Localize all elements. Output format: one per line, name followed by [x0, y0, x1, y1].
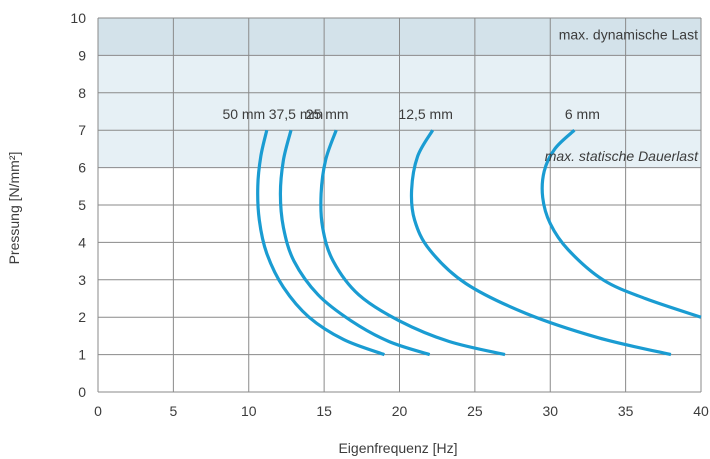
x-tick-label: 30 — [542, 403, 558, 419]
x-tick-label: 5 — [169, 403, 177, 419]
y-tick-label: 10 — [70, 10, 86, 26]
y-tick-label: 5 — [78, 197, 86, 213]
y-tick-label: 8 — [78, 85, 86, 101]
series-curve — [319, 129, 506, 357]
x-tick-label: 35 — [618, 403, 634, 419]
series-label: 6 mm — [565, 106, 600, 122]
x-tick-label: 20 — [392, 403, 408, 419]
x-tick-label: 40 — [693, 403, 709, 419]
y-tick-label: 2 — [78, 309, 86, 325]
x-tick-label: 0 — [94, 403, 102, 419]
series-label: 25 mm — [306, 106, 349, 122]
x-axis-label: Eigenfrequenz [Hz] — [338, 440, 457, 456]
x-tick-label: 10 — [241, 403, 257, 419]
series-curve — [409, 129, 672, 357]
y-axis-label: Pressung [N/mm²] — [6, 152, 22, 265]
y-tick-label: 7 — [78, 122, 86, 138]
series-label: 37,5 mm — [269, 106, 323, 122]
zone-label-dynamic: max. dynamische Last — [559, 27, 698, 43]
y-tick-label: 1 — [78, 347, 86, 363]
series-curve — [278, 129, 431, 357]
zone-label-static: max. statische Dauerlast — [545, 148, 699, 164]
series-label: 50 mm — [222, 106, 265, 122]
x-tick-label: 15 — [316, 403, 332, 419]
y-tick-label: 4 — [78, 234, 86, 250]
x-tick-label: 25 — [467, 403, 483, 419]
y-tick-label: 9 — [78, 47, 86, 63]
y-tick-label: 6 — [78, 160, 86, 176]
series-curve — [256, 129, 385, 357]
y-tick-label: 0 — [78, 384, 86, 400]
series-curve — [540, 129, 702, 319]
series-label: 12,5 mm — [398, 106, 452, 122]
y-tick-label: 3 — [78, 272, 86, 288]
